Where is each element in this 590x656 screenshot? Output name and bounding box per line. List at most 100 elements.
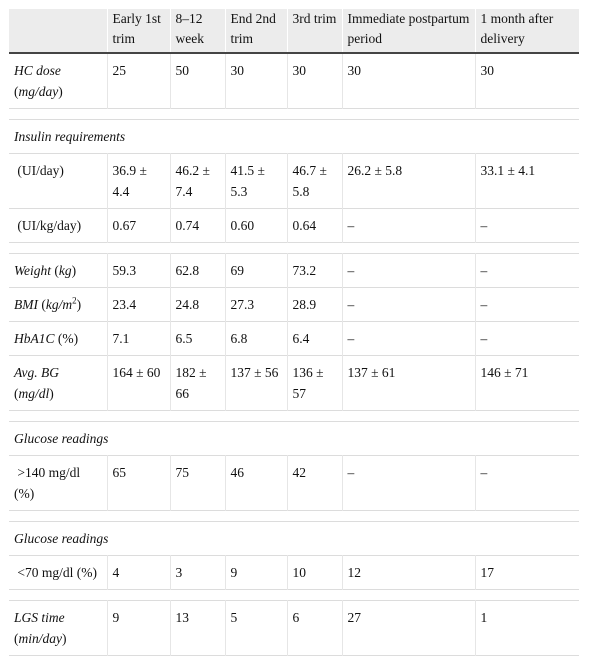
unit-text: mg/day (18, 84, 59, 99)
label-text: BMI (14, 297, 38, 312)
row-label: HC dose (mg/day) (14, 63, 63, 99)
row-label: (UI/day) (9, 154, 107, 209)
unit-text: kg (58, 263, 72, 278)
header-cell-end-2nd-trim: End 2nd trim (224, 9, 287, 54)
table-row-hba1c: HbA1C (%) 7.1 6.5 6.8 6.4 – – (9, 321, 579, 356)
row-label: Weight (kg) (14, 263, 77, 278)
label-text: Avg. BG (14, 365, 59, 380)
table-cell: 137 ± 61 (341, 355, 475, 411)
table-cell: – (474, 253, 579, 288)
header-row: Early 1st trim 8–12 week End 2nd trim 3r… (9, 9, 579, 54)
label-text: <70 mg/dl (%) (17, 565, 97, 580)
header-cell-immediate-postpartum: Immediate postpartum period (341, 9, 475, 54)
label-text: (UI/day) (17, 163, 64, 178)
table-cell: 0.67 (106, 208, 170, 243)
table-cell: 136 ± 57 (286, 355, 342, 411)
table-cell: – (341, 253, 475, 288)
table-cell: 24.8 (169, 287, 225, 322)
table-cell: 41.5 ± 5.3 (224, 153, 287, 209)
section-title: Insulin requirements (14, 129, 126, 144)
unit-text: % (62, 331, 74, 346)
table-cell: – (474, 455, 579, 511)
table-row-lgs-time: LGS time (min/day) 9 13 5 6 27 1 (9, 600, 579, 656)
table-row-avg-bg: Avg. BG (mg/dl) 164 ± 60 182 ± 66 137 ± 5… (9, 355, 579, 411)
header-cell-8-12-week: 8–12 week (169, 9, 225, 54)
table-row-above-140: >140 mg/dl (%) 65 75 46 42 – – (9, 455, 579, 511)
table-cell: – (341, 208, 475, 243)
table-cell: 46 (224, 455, 287, 511)
table-row-weight: Weight (kg) 59.3 62.8 69 73.2 – – (9, 253, 579, 288)
table-cell: 23.4 (106, 287, 170, 322)
table-cell: 36.9 ± 4.4 (106, 153, 170, 209)
table-cell: 59.3 (106, 253, 170, 288)
table-cell: 30 (341, 53, 475, 109)
table-cell: 7.1 (106, 321, 170, 356)
table-cell: 75 (169, 455, 225, 511)
table-cell: 26.2 ± 5.8 (341, 153, 475, 209)
table-row-below-70: <70 mg/dl (%) 4 3 9 10 12 17 (9, 555, 579, 590)
spacer-row (9, 109, 579, 120)
table-cell: 28.9 (286, 287, 342, 322)
table-cell: 10 (286, 555, 342, 590)
table-cell: 164 ± 60 (106, 355, 170, 411)
header-cell-3rd-trim: 3rd trim (286, 9, 342, 54)
table-cell: – (474, 321, 579, 356)
pregnancy-data-table: Early 1st trim 8–12 week End 2nd trim 3r… (9, 9, 579, 656)
table-cell: 27 (341, 600, 475, 656)
table-cell: – (341, 455, 475, 511)
table-cell: 46.7 ± 5.8 (286, 153, 342, 209)
table-cell: 50 (169, 53, 225, 109)
row-label: Avg. BG (mg/dl) (14, 365, 59, 401)
header-cell-1-month-after: 1 month after delivery (474, 9, 579, 54)
table-cell: 6 (286, 600, 342, 656)
header-cell-early-1st-trim: Early 1st trim (106, 9, 170, 54)
table-cell: 5 (224, 600, 287, 656)
table-cell: 65 (106, 455, 170, 511)
table-cell: – (474, 208, 579, 243)
table-cell: 1 (474, 600, 579, 656)
table-cell: 42 (286, 455, 342, 511)
label-text: >140 mg/dl (%) (14, 465, 81, 501)
label-text: Weight (14, 263, 51, 278)
table-row-hc-dose: HC dose (mg/day) 25 50 30 30 30 30 (9, 53, 579, 109)
section-title: Glucose readings (14, 431, 109, 446)
table-cell: 33.1 ± 4.1 (474, 153, 579, 209)
table-cell: – (341, 287, 475, 322)
row-label: HbA1C (%) (14, 331, 79, 346)
label-text: (UI/kg/day) (17, 218, 82, 233)
table-cell: 6.4 (286, 321, 342, 356)
table-cell: 3 (169, 555, 225, 590)
table-cell: 17 (474, 555, 579, 590)
row-label: (UI/kg/day) (9, 209, 107, 243)
table-cell: 25 (106, 53, 170, 109)
row-label: BMI (kg/m2) (14, 295, 82, 312)
spacer-row (9, 243, 579, 254)
section-row-glucose-readings: Glucose readings (9, 422, 579, 456)
header-cell-empty (9, 9, 107, 54)
spacer-row (9, 411, 579, 422)
table-cell: 146 ± 71 (474, 355, 579, 411)
label-text: HC dose (14, 63, 61, 78)
table-cell: 9 (224, 555, 287, 590)
row-label: <70 mg/dl (%) (9, 556, 107, 590)
table-cell: 0.74 (169, 208, 225, 243)
row-label: >140 mg/dl (%) (9, 456, 107, 511)
data-table-container: Early 1st trim 8–12 week End 2nd trim 3r… (9, 9, 579, 656)
table-cell: – (341, 321, 475, 356)
table-cell: 6.5 (169, 321, 225, 356)
label-text: HbA1C (14, 331, 55, 346)
unit-superscript: 2 (72, 295, 77, 306)
table-cell: 27.3 (224, 287, 287, 322)
section-title: Glucose readings (14, 531, 109, 546)
table-cell: 0.60 (224, 208, 287, 243)
table-cell: 30 (224, 53, 287, 109)
table-cell: 9 (106, 600, 170, 656)
table-cell: – (474, 287, 579, 322)
table-cell: 46.2 ± 7.4 (169, 153, 225, 209)
section-row-insulin: Insulin requirements (9, 120, 579, 154)
table-cell: 69 (224, 253, 287, 288)
table-cell: 182 ± 66 (169, 355, 225, 411)
unit-text: kg/m (45, 297, 73, 312)
table-cell: 6.8 (224, 321, 287, 356)
table-cell: 4 (106, 555, 170, 590)
